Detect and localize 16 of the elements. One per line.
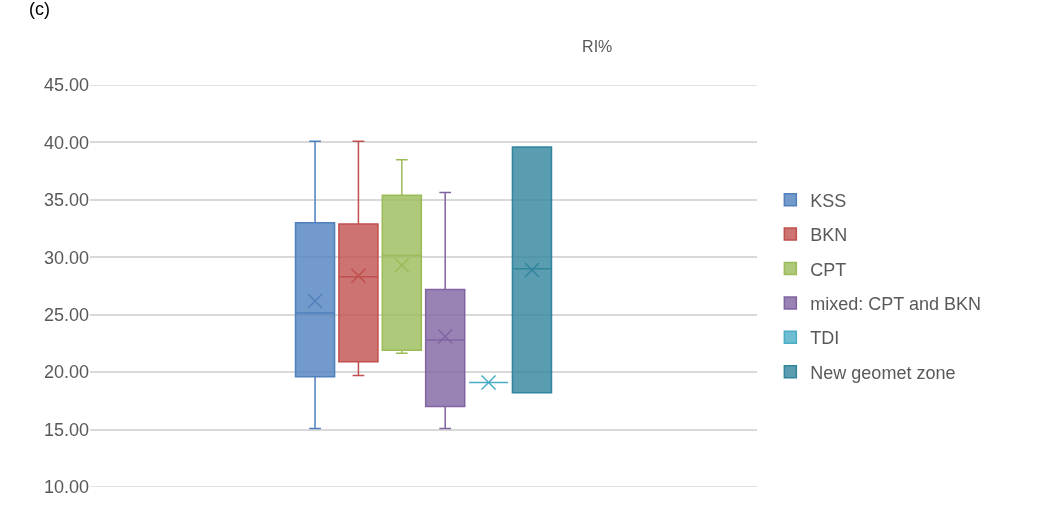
y-tick-label: 20.00 (43, 362, 89, 383)
y-tick-label: 15.00 (43, 419, 89, 440)
y-tick-label: 45.00 (43, 75, 89, 96)
legend-label: KSS (810, 190, 847, 211)
legend-label: TDI (810, 328, 840, 349)
y-tick-label: 40.00 (43, 132, 89, 153)
text: (c) (29, 0, 50, 19)
legend-label: New geomet zone (810, 362, 956, 383)
legend-label: CPT (810, 259, 847, 280)
y-tick-label: 30.00 (43, 247, 89, 268)
y-tick-label: 10.00 (43, 477, 89, 498)
chart-title: RI% (582, 37, 613, 55)
legend-label: BKN (810, 225, 848, 246)
y-tick-label: 25.00 (43, 305, 89, 326)
legend-label: mixed: CPT and BKN (810, 293, 982, 314)
y-tick-label: 35.00 (43, 190, 89, 211)
